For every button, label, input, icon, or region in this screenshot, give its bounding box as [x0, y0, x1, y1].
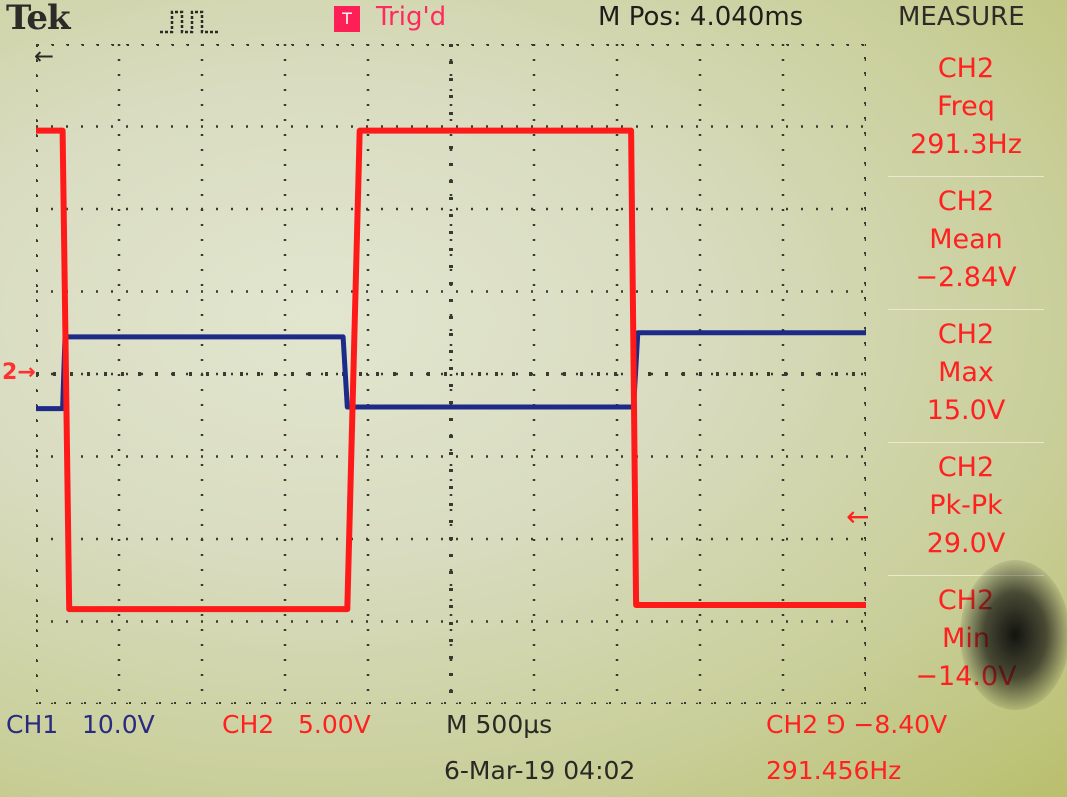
- measurement-max[interactable]: CH2 Max 15.0V: [888, 310, 1044, 443]
- waveform-display: [36, 44, 866, 704]
- ch1-waveform: [36, 330, 866, 412]
- measurement-freq[interactable]: CH2 Freq 291.3Hz: [888, 44, 1044, 177]
- trigger-badge: T: [334, 6, 360, 32]
- graticule-border: [36, 44, 866, 704]
- horizontal-position: M Pos: 4.040ms: [598, 2, 804, 32]
- trigger-setting: CH2 ⅁ −8.40V: [766, 710, 948, 739]
- menu-title[interactable]: MEASURE: [898, 2, 1025, 32]
- measurement-source: CH2: [937, 585, 995, 616]
- measurement-value: 15.0V: [926, 395, 1006, 426]
- measurement-type: Max: [938, 357, 994, 388]
- ch1-label: CH1: [6, 710, 59, 739]
- measurement-type: Freq: [937, 91, 995, 122]
- measurement-value: 291.3Hz: [910, 129, 1022, 160]
- ch1-scale: 10.0V: [82, 710, 155, 739]
- ch2-waveform: [36, 127, 866, 613]
- measurement-pkpk[interactable]: CH2 Pk-Pk 29.0V: [888, 443, 1044, 576]
- measurement-value: 29.0V: [926, 528, 1006, 559]
- measurement-source: CH2: [937, 53, 995, 84]
- timebase: M 500µs: [446, 710, 553, 739]
- measurement-mean[interactable]: CH2 Mean −2.84V: [888, 177, 1044, 310]
- trigger-status: Trig'd: [376, 2, 447, 32]
- measurement-type: Mean: [929, 224, 1003, 255]
- status-header: Tek T Trig'd M Pos: 4.040ms MEASURE: [0, 0, 1067, 40]
- measurement-type: Min: [942, 623, 990, 654]
- measure-menu: CH2 Freq 291.3Hz CH2 Mean −2.84V CH2 Max…: [888, 44, 1044, 709]
- measurement-source: CH2: [937, 452, 995, 483]
- measurement-type: Pk-Pk: [929, 490, 1003, 521]
- measurement-source: CH2: [937, 319, 995, 350]
- measurement-source: CH2: [937, 186, 995, 217]
- brand-logo: Tek: [6, 0, 71, 38]
- measurement-value: −14.0V: [915, 661, 1017, 692]
- trigger-position-arrow-icon: ←: [34, 42, 55, 70]
- ch2-label: CH2: [222, 710, 275, 739]
- measurement-value: −2.84V: [915, 262, 1017, 293]
- ch2-ground-marker: 2→: [2, 360, 36, 385]
- ch2-scale: 5.00V: [298, 710, 371, 739]
- measurement-min[interactable]: CH2 Min −14.0V: [888, 576, 1044, 709]
- pulse-acquire-icon: [160, 10, 218, 34]
- trigger-frequency: 291.456Hz: [766, 756, 902, 785]
- date-time: 6-Mar-19 04:02: [444, 756, 636, 785]
- trigger-level-arrow-icon: ←: [846, 500, 870, 533]
